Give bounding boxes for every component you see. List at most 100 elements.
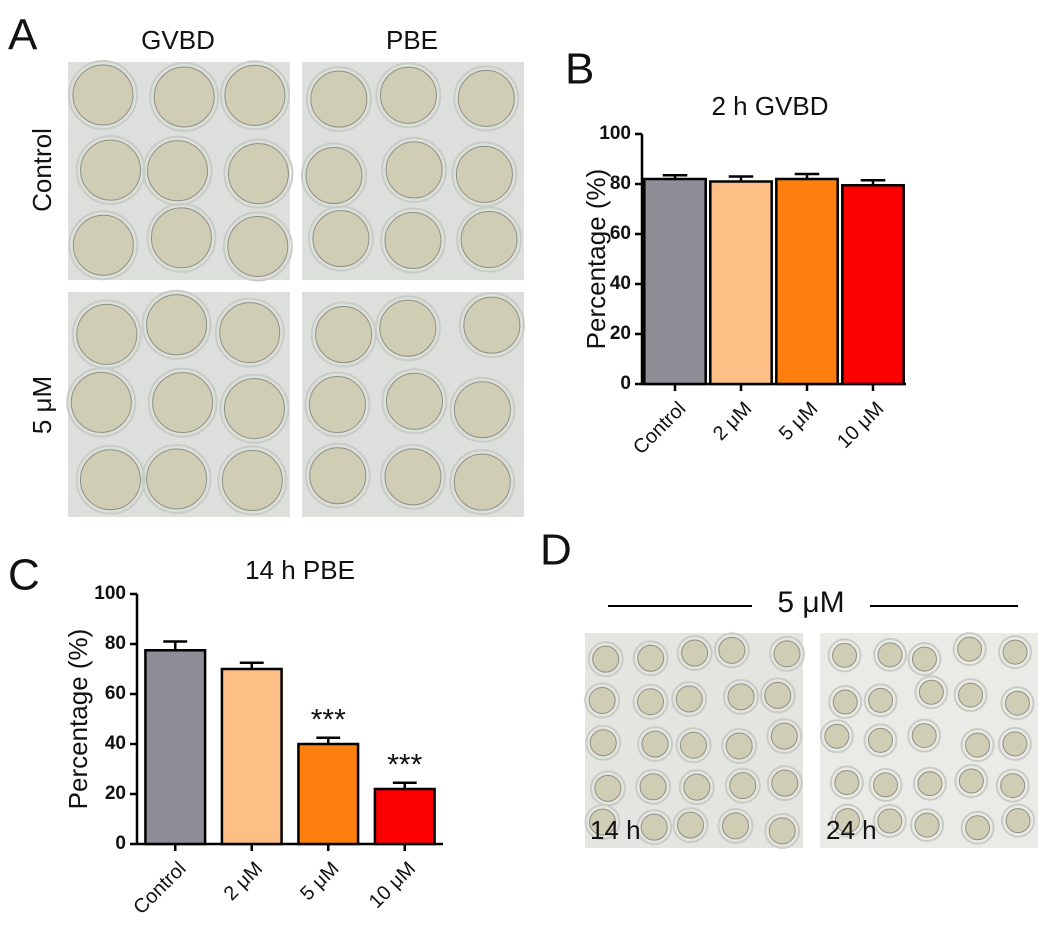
oocyte xyxy=(832,689,858,715)
x-tick-label: 10 μM xyxy=(833,398,888,453)
oocyte xyxy=(641,730,669,758)
oocyte xyxy=(1002,639,1028,665)
oocyte xyxy=(637,688,665,716)
oocyte-zona xyxy=(675,727,712,764)
oocyte-zona xyxy=(828,684,863,719)
oocyte-zona xyxy=(449,376,516,443)
oocyte-zona xyxy=(584,804,621,841)
oocyte xyxy=(637,644,665,672)
oocyte xyxy=(384,448,442,506)
x-tick-label: Control xyxy=(129,858,190,919)
x-tick-label: 2 μM xyxy=(709,398,756,445)
oocyte xyxy=(640,813,668,841)
oocyte-zona xyxy=(637,726,674,763)
y-tick-label: 60 xyxy=(105,683,126,704)
oocyte xyxy=(914,812,940,838)
oocyte-zona xyxy=(723,678,760,715)
oocyte-zona xyxy=(585,724,622,761)
oocyte xyxy=(877,642,903,668)
x-tick-label: Control xyxy=(629,398,690,459)
oocyte-zona xyxy=(141,289,212,360)
y-tick-label: 40 xyxy=(105,733,126,754)
panel-letter: B xyxy=(565,45,594,94)
condition-label: 5 μM xyxy=(777,586,844,619)
oocyte-zona xyxy=(907,718,942,753)
oocyte-zona xyxy=(636,809,673,846)
bar xyxy=(841,184,905,386)
oocyte-zona xyxy=(217,445,288,516)
oocyte-zona xyxy=(75,444,146,515)
oocyte xyxy=(146,294,208,356)
oocyte xyxy=(379,299,437,357)
oocyte-zona xyxy=(907,642,942,677)
column-label: PBE xyxy=(386,25,438,55)
oocyte xyxy=(958,768,984,794)
x-tick-label: 5 μM xyxy=(296,858,343,905)
oocyte xyxy=(385,141,443,199)
oocyte xyxy=(867,727,893,753)
oocyte xyxy=(453,381,511,439)
oocyte-zona xyxy=(374,295,441,362)
oocyte xyxy=(221,450,283,512)
oocyte xyxy=(384,211,442,269)
image-label: 14 h xyxy=(590,815,641,845)
oocyte xyxy=(315,306,373,364)
oocyte-zona xyxy=(910,808,945,843)
oocyte-zona xyxy=(381,136,448,203)
oocyte xyxy=(227,215,289,277)
oocyte xyxy=(453,453,511,511)
oocyte-zona xyxy=(912,766,947,801)
oocyte-zona xyxy=(632,683,669,720)
oocyte-zona xyxy=(214,297,285,368)
y-tick-label: 40 xyxy=(610,273,631,294)
oocyte-zona xyxy=(759,677,796,714)
oocyte-zona xyxy=(219,373,290,444)
oocyte-zona xyxy=(952,632,987,667)
oocyte-zona xyxy=(632,640,669,677)
oocyte-zona xyxy=(379,443,446,510)
oocyte-zona xyxy=(998,635,1033,670)
oocyte xyxy=(911,646,937,672)
x-tick-label: 10 μM xyxy=(365,858,420,913)
y-tick-label: 0 xyxy=(620,373,631,394)
oocyte xyxy=(72,64,134,126)
oocyte-zona xyxy=(676,635,713,672)
oocyte xyxy=(834,769,860,795)
oocyte-zona xyxy=(458,292,525,359)
bar xyxy=(144,649,207,846)
y-tick-label: 60 xyxy=(610,223,631,244)
oocyte xyxy=(70,371,132,433)
oocyte-zona xyxy=(827,638,862,673)
panel-letter: D xyxy=(540,526,572,575)
oocyte-zona xyxy=(449,449,516,516)
panel-letter: C xyxy=(8,551,40,600)
oocyte-zona xyxy=(954,763,989,798)
oocyte xyxy=(76,303,138,365)
oocyte xyxy=(681,639,709,667)
oocyte xyxy=(918,679,944,705)
oocyte xyxy=(868,687,894,713)
oocyte xyxy=(385,372,443,430)
oocyte-zona xyxy=(75,135,146,206)
significance-label: *** xyxy=(311,704,346,737)
oocyte-zona xyxy=(149,61,220,132)
oocyte xyxy=(965,815,991,841)
oocyte xyxy=(958,682,984,708)
oocyte-zona xyxy=(960,728,995,763)
oocyte-zona xyxy=(451,141,518,208)
oocyte xyxy=(957,636,983,662)
oocyte-zona xyxy=(456,206,523,273)
oocyte-zona xyxy=(305,66,372,133)
oocyte xyxy=(771,769,799,797)
y-tick-label: 20 xyxy=(610,323,631,344)
oocyte-zona xyxy=(381,368,448,435)
oocyte xyxy=(1002,731,1028,757)
oocyte-zona xyxy=(997,726,1032,761)
oocyte xyxy=(463,296,521,354)
oocyte-zona xyxy=(219,60,290,131)
oocyte xyxy=(224,64,286,126)
oocyte xyxy=(683,773,711,801)
oocyte xyxy=(219,302,281,364)
y-tick-label: 80 xyxy=(610,173,631,194)
oocyte xyxy=(305,147,363,205)
